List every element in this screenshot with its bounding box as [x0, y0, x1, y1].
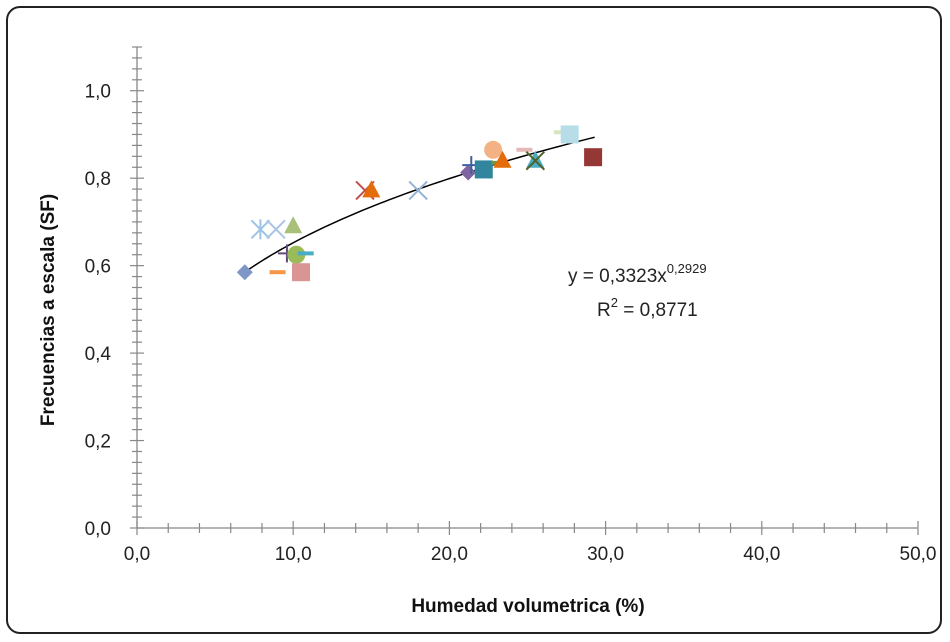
square-marker	[584, 148, 603, 167]
data-point	[484, 140, 503, 159]
x-tick-label: 10,0	[275, 544, 312, 565]
data-point	[408, 180, 428, 201]
equation-text: y = 0,3323x	[568, 266, 667, 287]
triangle-marker	[362, 180, 381, 198]
tick-labels: 0,0 10,0 20,0 30,0 40,0 50,0 0,0 0,2 0,4 0,6 0,8 1,…	[85, 82, 937, 565]
r-squared-label: R	[597, 300, 611, 321]
data-point	[287, 245, 306, 264]
data-point	[269, 270, 286, 275]
triangle-marker	[526, 150, 545, 168]
x-tick-label: 20,0	[431, 544, 468, 565]
square-marker	[474, 160, 493, 179]
chart-frame	[6, 6, 942, 634]
x-tick-label: 50,0	[900, 544, 937, 565]
triangle-marker	[493, 150, 512, 168]
diamond-marker	[460, 164, 477, 181]
diamond-marker	[236, 264, 253, 281]
circle-marker	[484, 140, 503, 159]
data-point	[284, 216, 303, 234]
data-points	[236, 125, 603, 282]
y-tick-label: 1,0	[85, 82, 111, 103]
r-squared-value: = 0,8771	[618, 300, 698, 321]
data-point	[525, 150, 546, 171]
y-tick-label: 0,2	[85, 432, 111, 453]
y-tick-label: 0,8	[85, 169, 111, 190]
y-axis-title: Frecuencias a escala (SF)	[38, 194, 59, 426]
y-tick-label: 0,0	[85, 519, 111, 540]
data-point	[460, 164, 477, 181]
y-tick-label: 0,6	[85, 257, 111, 278]
y-tick-label: 0,4	[85, 344, 112, 365]
square-marker	[292, 263, 311, 282]
cross-marker	[266, 219, 286, 240]
circle-marker	[287, 245, 306, 264]
triangle-marker	[284, 216, 303, 234]
trendline-equation: y = 0,3323x0,2929	[568, 261, 707, 287]
cross-marker	[525, 150, 546, 171]
r-squared: R2 = 0,8771	[597, 295, 698, 321]
cross-marker	[408, 180, 428, 201]
data-point	[236, 264, 253, 281]
data-point	[474, 160, 493, 179]
data-point	[250, 219, 271, 240]
data-point	[297, 251, 314, 256]
r-squared-exponent: 2	[611, 295, 618, 310]
axes	[130, 46, 919, 535]
dash-marker	[516, 147, 533, 152]
x-tick-label: 0,0	[124, 544, 150, 565]
data-point	[516, 147, 533, 152]
dash-marker	[269, 270, 286, 275]
data-point	[560, 125, 579, 144]
data-point	[266, 219, 286, 240]
data-point	[526, 150, 545, 168]
dash-marker	[297, 251, 314, 256]
data-point	[362, 180, 381, 198]
equation-exponent: 0,2929	[667, 261, 707, 276]
data-point	[292, 263, 311, 282]
x-axis-title: Humedad volumetrica (%)	[411, 596, 644, 617]
square-marker	[560, 125, 579, 144]
data-point	[584, 148, 603, 167]
data-point	[493, 150, 512, 168]
x-tick-label: 40,0	[743, 544, 780, 565]
x-tick-label: 30,0	[587, 544, 624, 565]
